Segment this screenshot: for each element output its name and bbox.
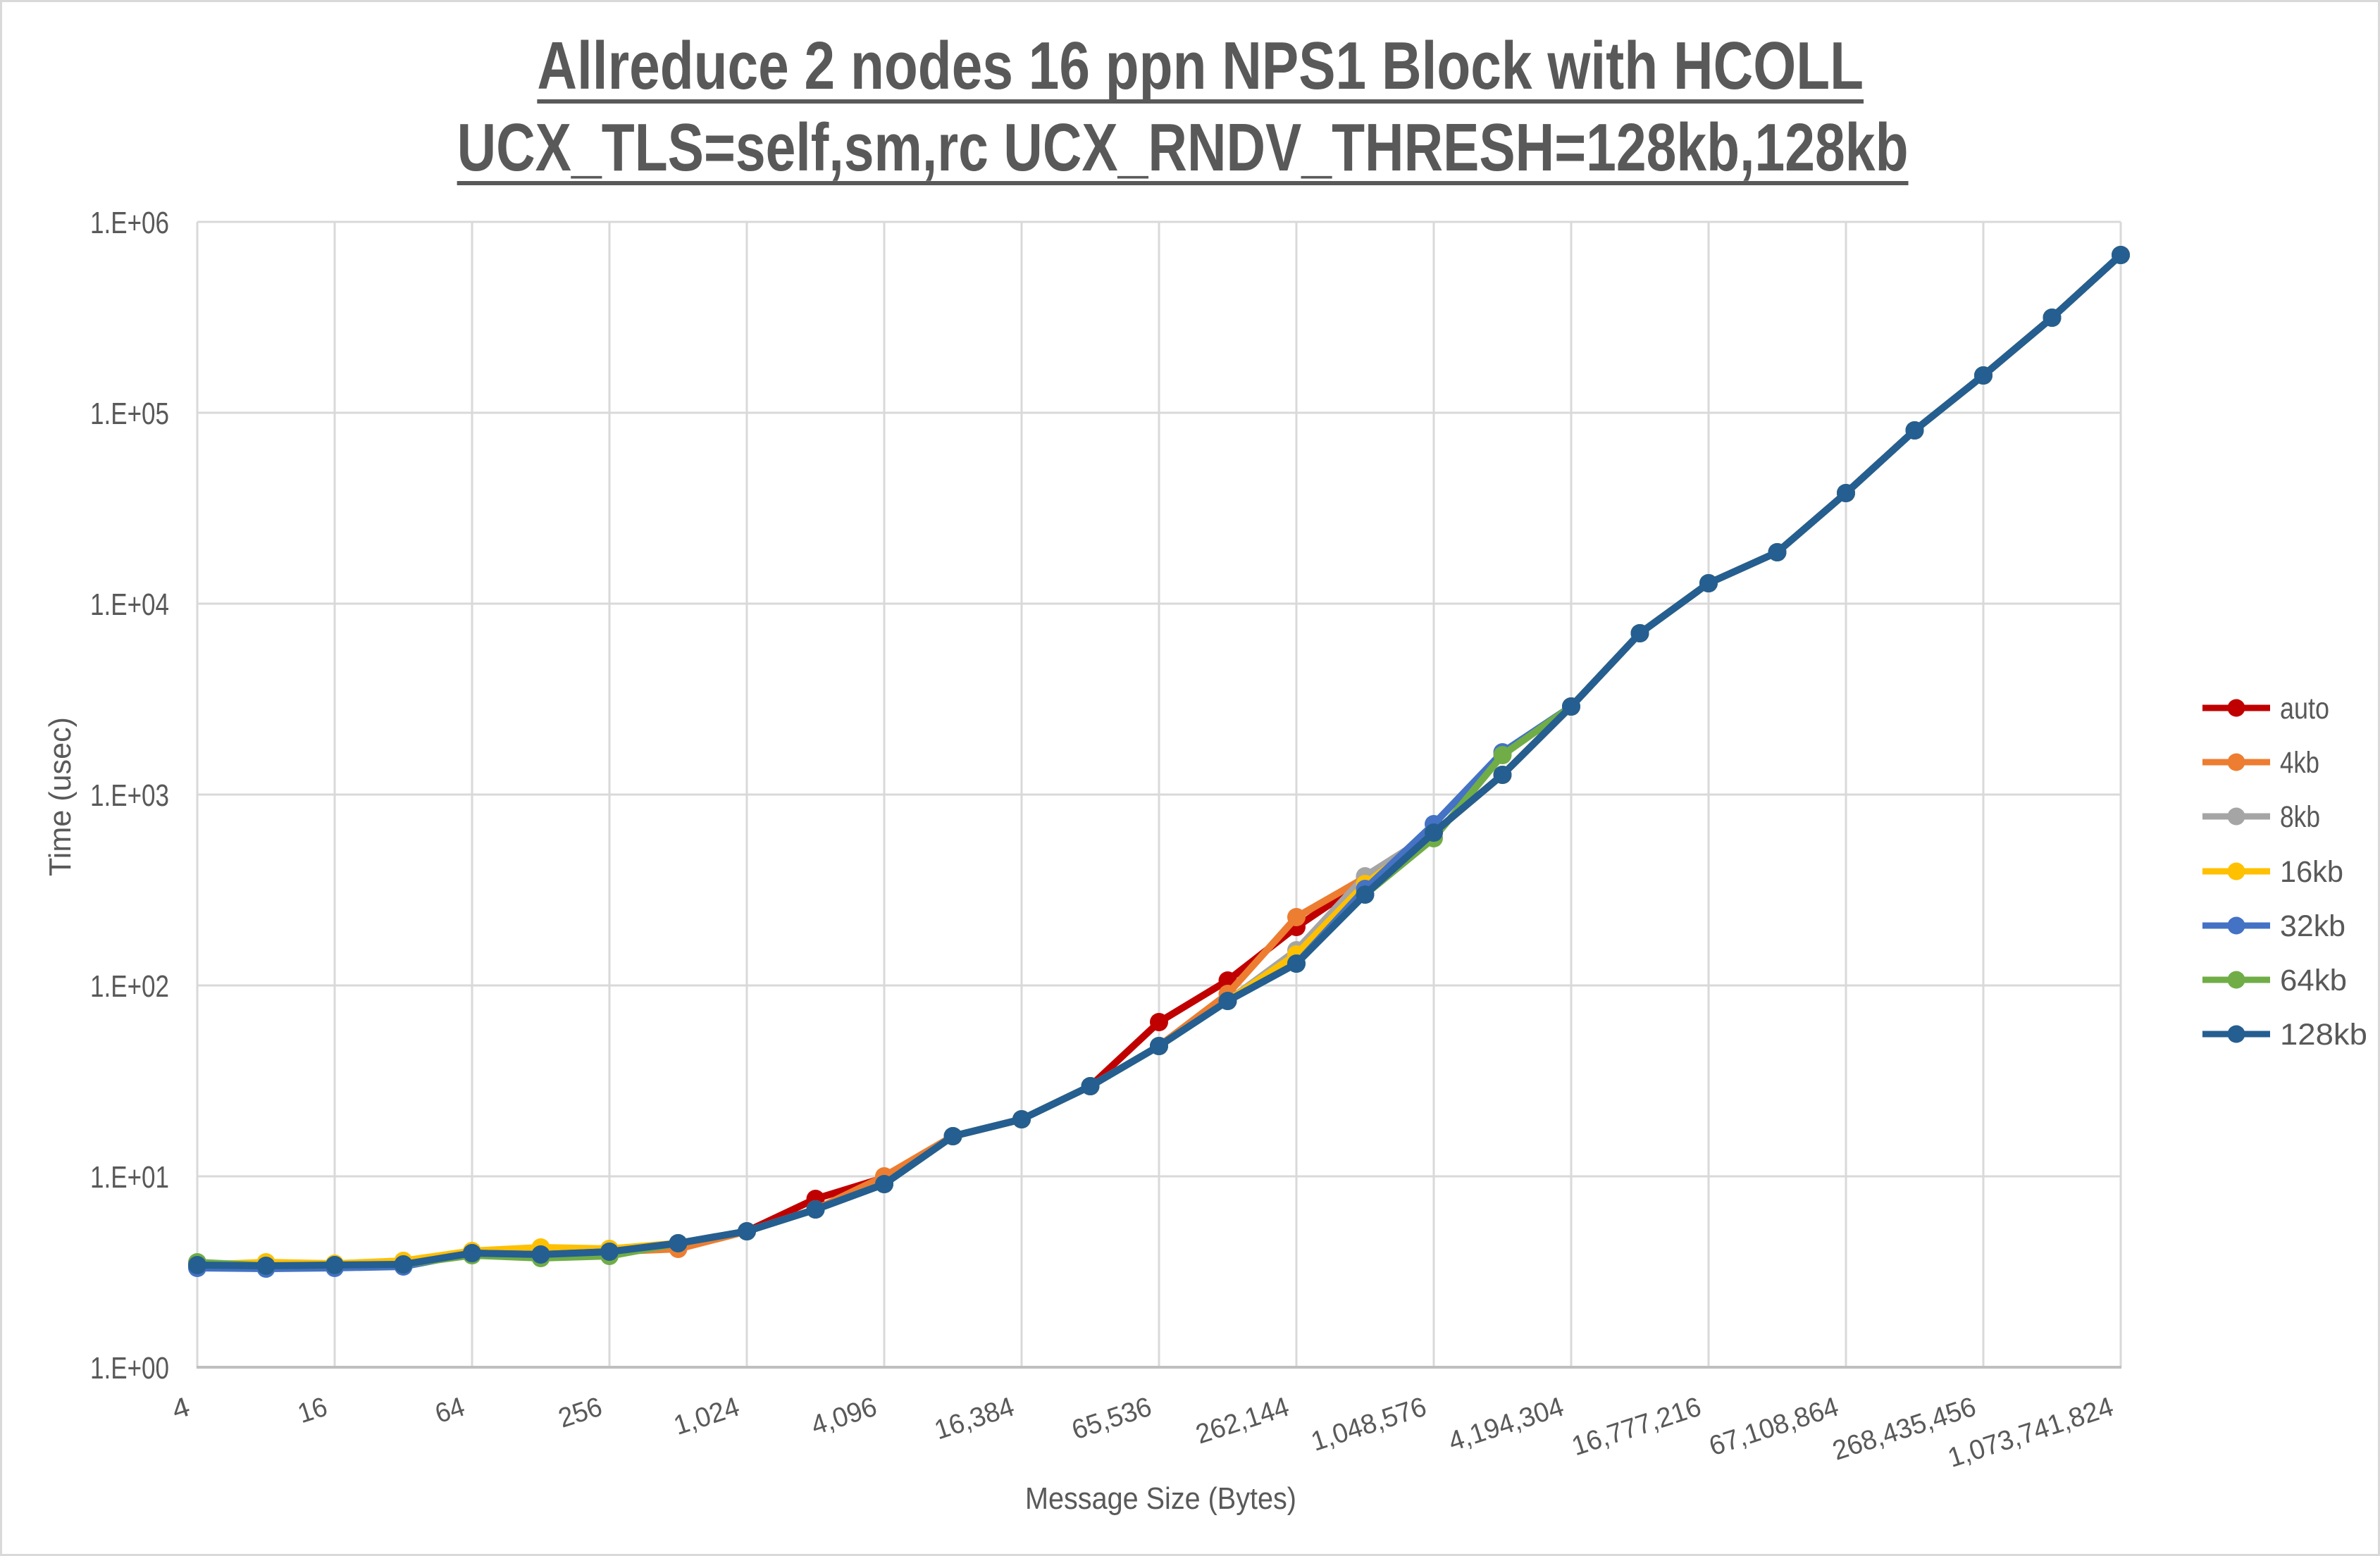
svg-text:67,108,864: 67,108,864 — [1706, 1392, 1842, 1462]
svg-text:1.E+01: 1.E+01 — [90, 1160, 169, 1195]
svg-text:4,096: 4,096 — [807, 1392, 881, 1441]
svg-text:1.E+02: 1.E+02 — [90, 969, 169, 1004]
svg-text:16: 16 — [295, 1392, 331, 1430]
svg-text:16kb: 16kb — [2280, 855, 2343, 889]
svg-text:1,048,576: 1,048,576 — [1308, 1392, 1430, 1457]
svg-text:1.E+04: 1.E+04 — [90, 587, 169, 622]
svg-text:65,536: 65,536 — [1068, 1392, 1155, 1446]
svg-text:1,024: 1,024 — [670, 1392, 743, 1441]
svg-text:32kb: 32kb — [2280, 909, 2345, 943]
svg-text:Time (usec): Time (usec) — [43, 717, 78, 876]
svg-text:16,384: 16,384 — [931, 1392, 1018, 1446]
svg-text:16,777,216: 16,777,216 — [1568, 1392, 1705, 1462]
svg-text:Message Size (Bytes): Message Size (Bytes) — [1025, 1481, 1296, 1516]
svg-text:256: 256 — [555, 1392, 606, 1434]
svg-text:4: 4 — [168, 1392, 194, 1426]
svg-text:auto: auto — [2280, 692, 2329, 726]
svg-text:1.E+06: 1.E+06 — [90, 206, 169, 240]
svg-text:4,194,304: 4,194,304 — [1445, 1392, 1568, 1457]
svg-text:4kb: 4kb — [2280, 746, 2319, 780]
svg-text:262,144: 262,144 — [1192, 1392, 1293, 1450]
svg-text:128kb: 128kb — [2280, 1018, 2367, 1052]
svg-text:64kb: 64kb — [2280, 964, 2347, 997]
svg-text:1.E+03: 1.E+03 — [90, 778, 169, 813]
svg-text:1.E+00: 1.E+00 — [90, 1351, 169, 1386]
svg-text:64: 64 — [432, 1392, 469, 1430]
svg-text:8kb: 8kb — [2280, 800, 2320, 834]
svg-text:1.E+05: 1.E+05 — [90, 397, 169, 431]
